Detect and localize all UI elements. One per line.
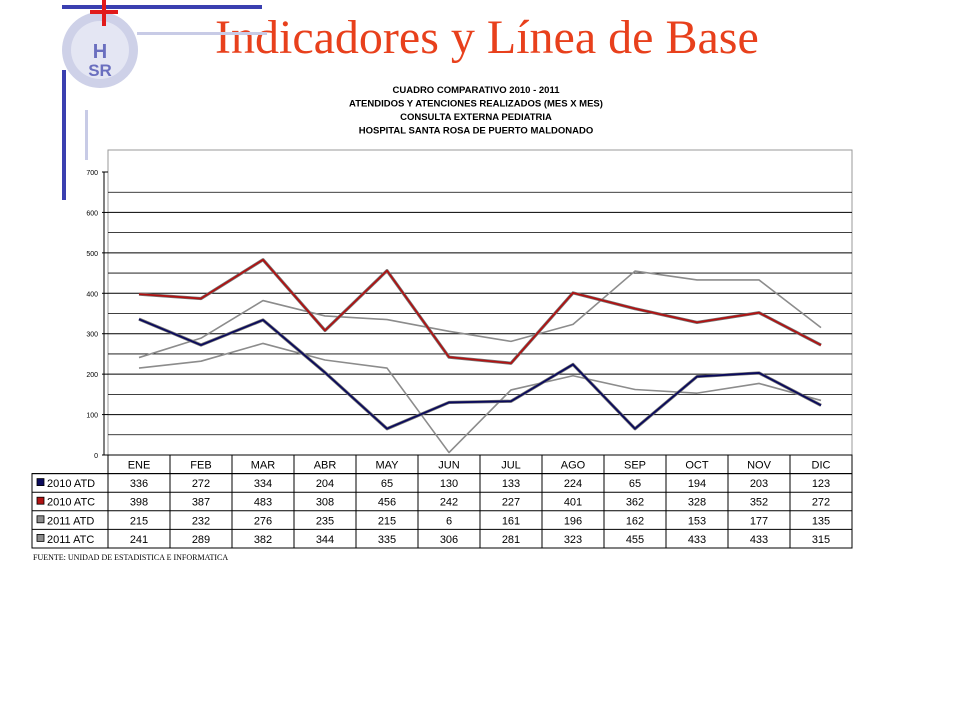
chart-title-line: ATENDIDOS Y ATENCIONES REALIZADOS (MES X… [349, 99, 603, 110]
data-cell: 387 [192, 497, 210, 509]
category-label: ENE [128, 460, 151, 472]
source-note: FUENTE: UNIDAD DE ESTADISTICA E INFORMAT… [33, 553, 228, 562]
data-cell: 242 [440, 497, 458, 509]
chart-title-line: CONSULTA EXTERNA PEDIATRIA [400, 112, 552, 123]
series-line-2011-atd [138, 342, 822, 454]
data-cell: 483 [254, 497, 272, 509]
y-tick-label: 500 [86, 251, 98, 258]
data-cell: 194 [688, 478, 706, 490]
data-cell: 272 [812, 497, 830, 509]
data-cell: 455 [626, 534, 644, 546]
y-tick-label: 700 [86, 170, 98, 177]
hospital-logo: H SR [62, 0, 267, 200]
data-cell: 153 [688, 515, 706, 527]
data-cell: 382 [254, 534, 272, 546]
legend-label: 2010 ATC [47, 497, 95, 509]
data-cell: 328 [688, 497, 706, 509]
data-cell: 133 [502, 478, 520, 490]
data-cell: 215 [130, 515, 148, 527]
data-cell: 281 [502, 534, 520, 546]
series-line-2010-atd [138, 318, 822, 430]
data-cell: 401 [564, 497, 582, 509]
data-cell: 6 [446, 515, 452, 527]
category-label: MAY [375, 460, 399, 472]
data-cell: 308 [316, 497, 334, 509]
category-label: MAR [251, 460, 276, 472]
data-cell: 224 [564, 478, 582, 490]
data-cell: 227 [502, 497, 520, 509]
y-tick-label: 400 [86, 291, 98, 298]
category-label: FEB [190, 460, 211, 472]
legend-label: 2011 ATC [47, 534, 94, 546]
data-cell: 433 [688, 534, 706, 546]
y-tick-label: 600 [86, 210, 98, 217]
data-cell: 161 [502, 515, 520, 527]
data-cell: 241 [130, 534, 148, 546]
series-line-2010-atc [138, 258, 822, 365]
legend-label: 2010 ATD [47, 478, 95, 490]
data-cell: 235 [316, 515, 334, 527]
legend-swatch [36, 478, 45, 487]
series-line-2011-atc [138, 270, 822, 359]
data-cell: 398 [130, 497, 148, 509]
data-cell: 306 [440, 534, 458, 546]
data-cell: 433 [750, 534, 768, 546]
y-tick-label: 200 [86, 372, 98, 379]
data-cell: 130 [440, 478, 458, 490]
frame-bar-top-light [137, 32, 267, 35]
logo-letters: H [93, 41, 107, 63]
data-cell: 203 [750, 478, 768, 490]
data-cell: 276 [254, 515, 272, 527]
data-cell: 162 [626, 515, 644, 527]
data-cell: 315 [812, 534, 830, 546]
data-cell: 135 [812, 515, 830, 527]
category-label: AGO [561, 460, 586, 472]
y-tick-label: 300 [86, 332, 98, 339]
data-cell: 456 [378, 497, 396, 509]
data-cell: 362 [626, 497, 644, 509]
data-cell: 334 [254, 478, 272, 490]
data-cell: 289 [192, 534, 210, 546]
y-tick-label: 100 [86, 413, 98, 420]
frame-bar-left-light [85, 110, 88, 160]
data-cell: 123 [812, 478, 830, 490]
data-cell: 272 [192, 478, 210, 490]
data-cell: 177 [750, 515, 768, 527]
category-label: DIC [812, 460, 831, 472]
category-label: SEP [624, 460, 646, 472]
legend-swatch [36, 496, 45, 505]
frame-bar-left [62, 70, 66, 200]
data-cell: 323 [564, 534, 582, 546]
data-cell: 232 [192, 515, 210, 527]
category-label: JUN [438, 460, 459, 472]
category-label: NOV [747, 460, 772, 472]
slide-title: Indicadores y Línea de Base [215, 11, 759, 64]
data-cell: 335 [378, 534, 396, 546]
legend-swatch [36, 515, 45, 524]
chart-title-line: CUADRO COMPARATIVO 2010 - 2011 [393, 85, 561, 96]
y-tick-label: 0 [94, 453, 98, 460]
data-cell: 336 [130, 478, 148, 490]
data-cell: 196 [564, 515, 582, 527]
data-cell: 204 [316, 478, 334, 490]
category-label: OCT [685, 460, 709, 472]
frame-bar-top [62, 5, 262, 9]
chart-title-line: HOSPITAL SANTA ROSA DE PUERTO MALDONADO [359, 126, 594, 137]
plot-area [107, 149, 853, 456]
data-cell: 65 [381, 478, 393, 490]
category-label: ABR [314, 460, 337, 472]
legend-swatch [36, 534, 45, 542]
svg-text:SR: SR [88, 61, 112, 80]
data-cell: 65 [629, 478, 641, 490]
legend-label: 2011 ATD [47, 515, 94, 527]
data-cell: 352 [750, 497, 768, 509]
data-cell: 344 [316, 534, 334, 546]
category-label: JUL [501, 460, 521, 472]
data-cell: 215 [378, 515, 396, 527]
